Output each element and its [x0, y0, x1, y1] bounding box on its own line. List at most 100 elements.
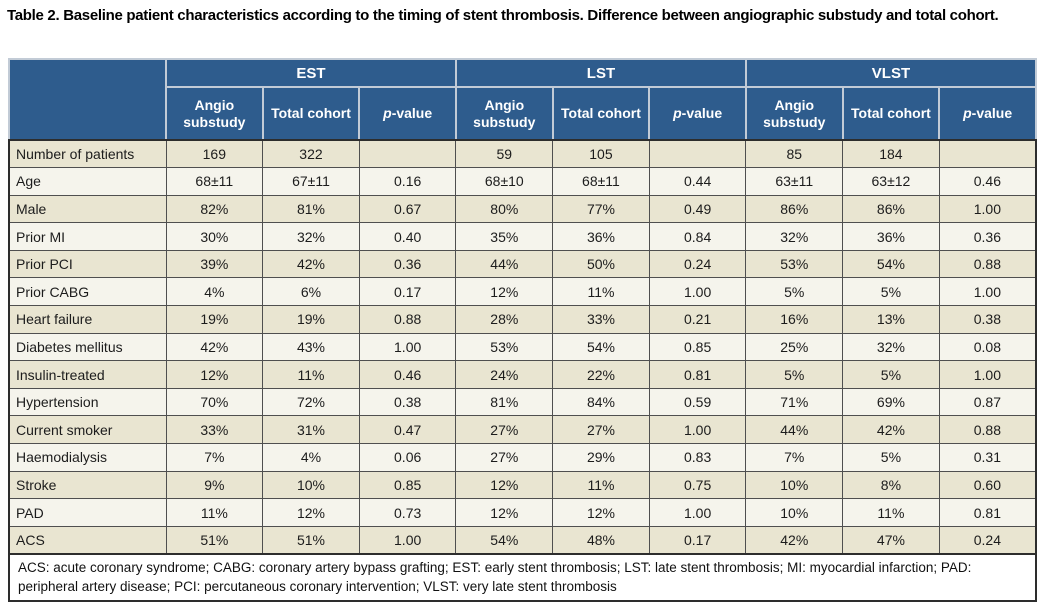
row-value: 59	[455, 139, 554, 169]
row-value: 12%	[262, 498, 360, 527]
row-value: 51%	[262, 525, 360, 555]
row-value: 70%	[165, 387, 264, 417]
column-group-row: EST LST VLST	[8, 58, 1038, 141]
row-value: 0.88	[938, 415, 1037, 445]
table-row: Current smoker 33% 31% 0.47 27% 27% 1.00 44% 42%…	[8, 415, 1037, 445]
row-value: 80%	[455, 194, 554, 224]
row-value: 0.16	[358, 167, 457, 196]
col-header-lst-pvalue: p-value	[648, 86, 747, 141]
row-value: 322	[262, 139, 360, 169]
row-value: 22%	[552, 360, 650, 389]
row-label: ACS	[8, 525, 167, 555]
row-value	[648, 139, 747, 169]
row-value: 36%	[552, 222, 650, 251]
row-value: 11%	[842, 498, 940, 527]
table-row: Number of patients 169 322 59 105 85 184	[8, 139, 1037, 169]
row-value: 0.17	[648, 525, 747, 555]
row-value: 105	[552, 139, 650, 169]
row-value: 0.44	[648, 167, 747, 196]
row-value: 54%	[842, 249, 940, 279]
p-rest: -value	[971, 105, 1013, 121]
row-value: 8%	[842, 470, 940, 500]
row-value: 9%	[165, 470, 264, 500]
row-value: 0.67	[358, 194, 457, 224]
row-value: 48%	[552, 525, 650, 555]
row-value: 43%	[262, 332, 360, 362]
row-value: 1.00	[358, 332, 457, 362]
col-header-vlst-angio: Angio substudy	[744, 86, 844, 141]
col-header-vlst-pvalue: p-value	[938, 86, 1037, 141]
table-header: EST LST VLST Angio substudy Total cohort…	[8, 58, 1038, 141]
row-value: 67±11	[262, 167, 360, 196]
row-label: Hypertension	[8, 387, 167, 417]
row-value: 1.00	[938, 360, 1037, 389]
row-value: 0.87	[938, 387, 1037, 417]
row-value: 44%	[455, 249, 554, 279]
row-value: 4%	[262, 443, 360, 472]
row-value: 81%	[455, 387, 554, 417]
row-value: 0.85	[648, 332, 747, 362]
row-value: 42%	[262, 249, 360, 279]
row-value: 169	[165, 139, 264, 169]
row-value: 81%	[262, 194, 360, 224]
row-value: 184	[842, 139, 940, 169]
row-value: 11%	[165, 498, 264, 527]
row-value: 5%	[745, 360, 844, 389]
table-row: Heart failure 19% 19% 0.88 28% 33% 0.21 16% 13% 0…	[8, 305, 1037, 334]
row-value: 0.88	[358, 305, 457, 334]
row-value: 0.38	[938, 305, 1037, 334]
row-value: 4%	[165, 277, 264, 307]
row-value: 35%	[455, 222, 554, 251]
row-value: 0.38	[358, 387, 457, 417]
row-label: Diabetes mellitus	[8, 332, 167, 362]
row-value: 27%	[552, 415, 650, 445]
row-value: 0.81	[648, 360, 747, 389]
row-value: 42%	[842, 415, 940, 445]
p-rest: -value	[391, 105, 433, 121]
row-value: 0.21	[648, 305, 747, 334]
row-value: 29%	[552, 443, 650, 472]
row-value: 10%	[745, 498, 844, 527]
row-value: 53%	[745, 249, 844, 279]
row-value: 1.00	[938, 194, 1037, 224]
row-value: 84%	[552, 387, 650, 417]
row-value: 68±11	[552, 167, 650, 196]
row-label: Age	[8, 167, 167, 196]
row-value: 0.24	[938, 525, 1037, 555]
table-footer: ACS: acute coronary syndrome; CABG: coro…	[8, 552, 1037, 602]
row-value: 12%	[455, 498, 554, 527]
row-value: 11%	[552, 470, 650, 500]
table-row: ACS 51% 51% 1.00 54% 48% 0.17 42% 47% 0.24	[8, 525, 1037, 555]
row-value: 68±11	[165, 167, 264, 196]
row-value: 32%	[745, 222, 844, 251]
row-label: Stroke	[8, 470, 167, 500]
row-value: 7%	[745, 443, 844, 472]
row-value: 1.00	[648, 277, 747, 307]
row-label: Haemodialysis	[8, 443, 167, 472]
column-group-est: EST	[165, 58, 457, 88]
row-value: 0.31	[938, 443, 1037, 472]
row-value: 44%	[745, 415, 844, 445]
row-value: 10%	[262, 470, 360, 500]
row-value: 0.73	[358, 498, 457, 527]
corner-cell	[8, 58, 167, 141]
row-value: 0.59	[648, 387, 747, 417]
p-rest: -value	[681, 105, 723, 121]
row-value: 12%	[455, 470, 554, 500]
row-value: 82%	[165, 194, 264, 224]
row-value: 5%	[842, 277, 940, 307]
row-value: 68±10	[455, 167, 554, 196]
row-value: 54%	[455, 525, 554, 555]
row-value: 0.36	[358, 249, 457, 279]
row-value: 19%	[165, 305, 264, 334]
row-value: 0.60	[938, 470, 1037, 500]
row-value: 0.08	[938, 332, 1037, 362]
row-value: 39%	[165, 249, 264, 279]
row-value: 1.00	[648, 415, 747, 445]
table-row: PAD 11% 12% 0.73 12% 12% 1.00 10% 11% 0.81	[8, 498, 1037, 527]
row-value: 11%	[552, 277, 650, 307]
table-row: Haemodialysis 7% 4% 0.06 27% 29% 0.83 7% 5% 0.31	[8, 443, 1037, 472]
row-value: 27%	[455, 415, 554, 445]
row-value: 7%	[165, 443, 264, 472]
p-italic: p	[963, 105, 972, 121]
